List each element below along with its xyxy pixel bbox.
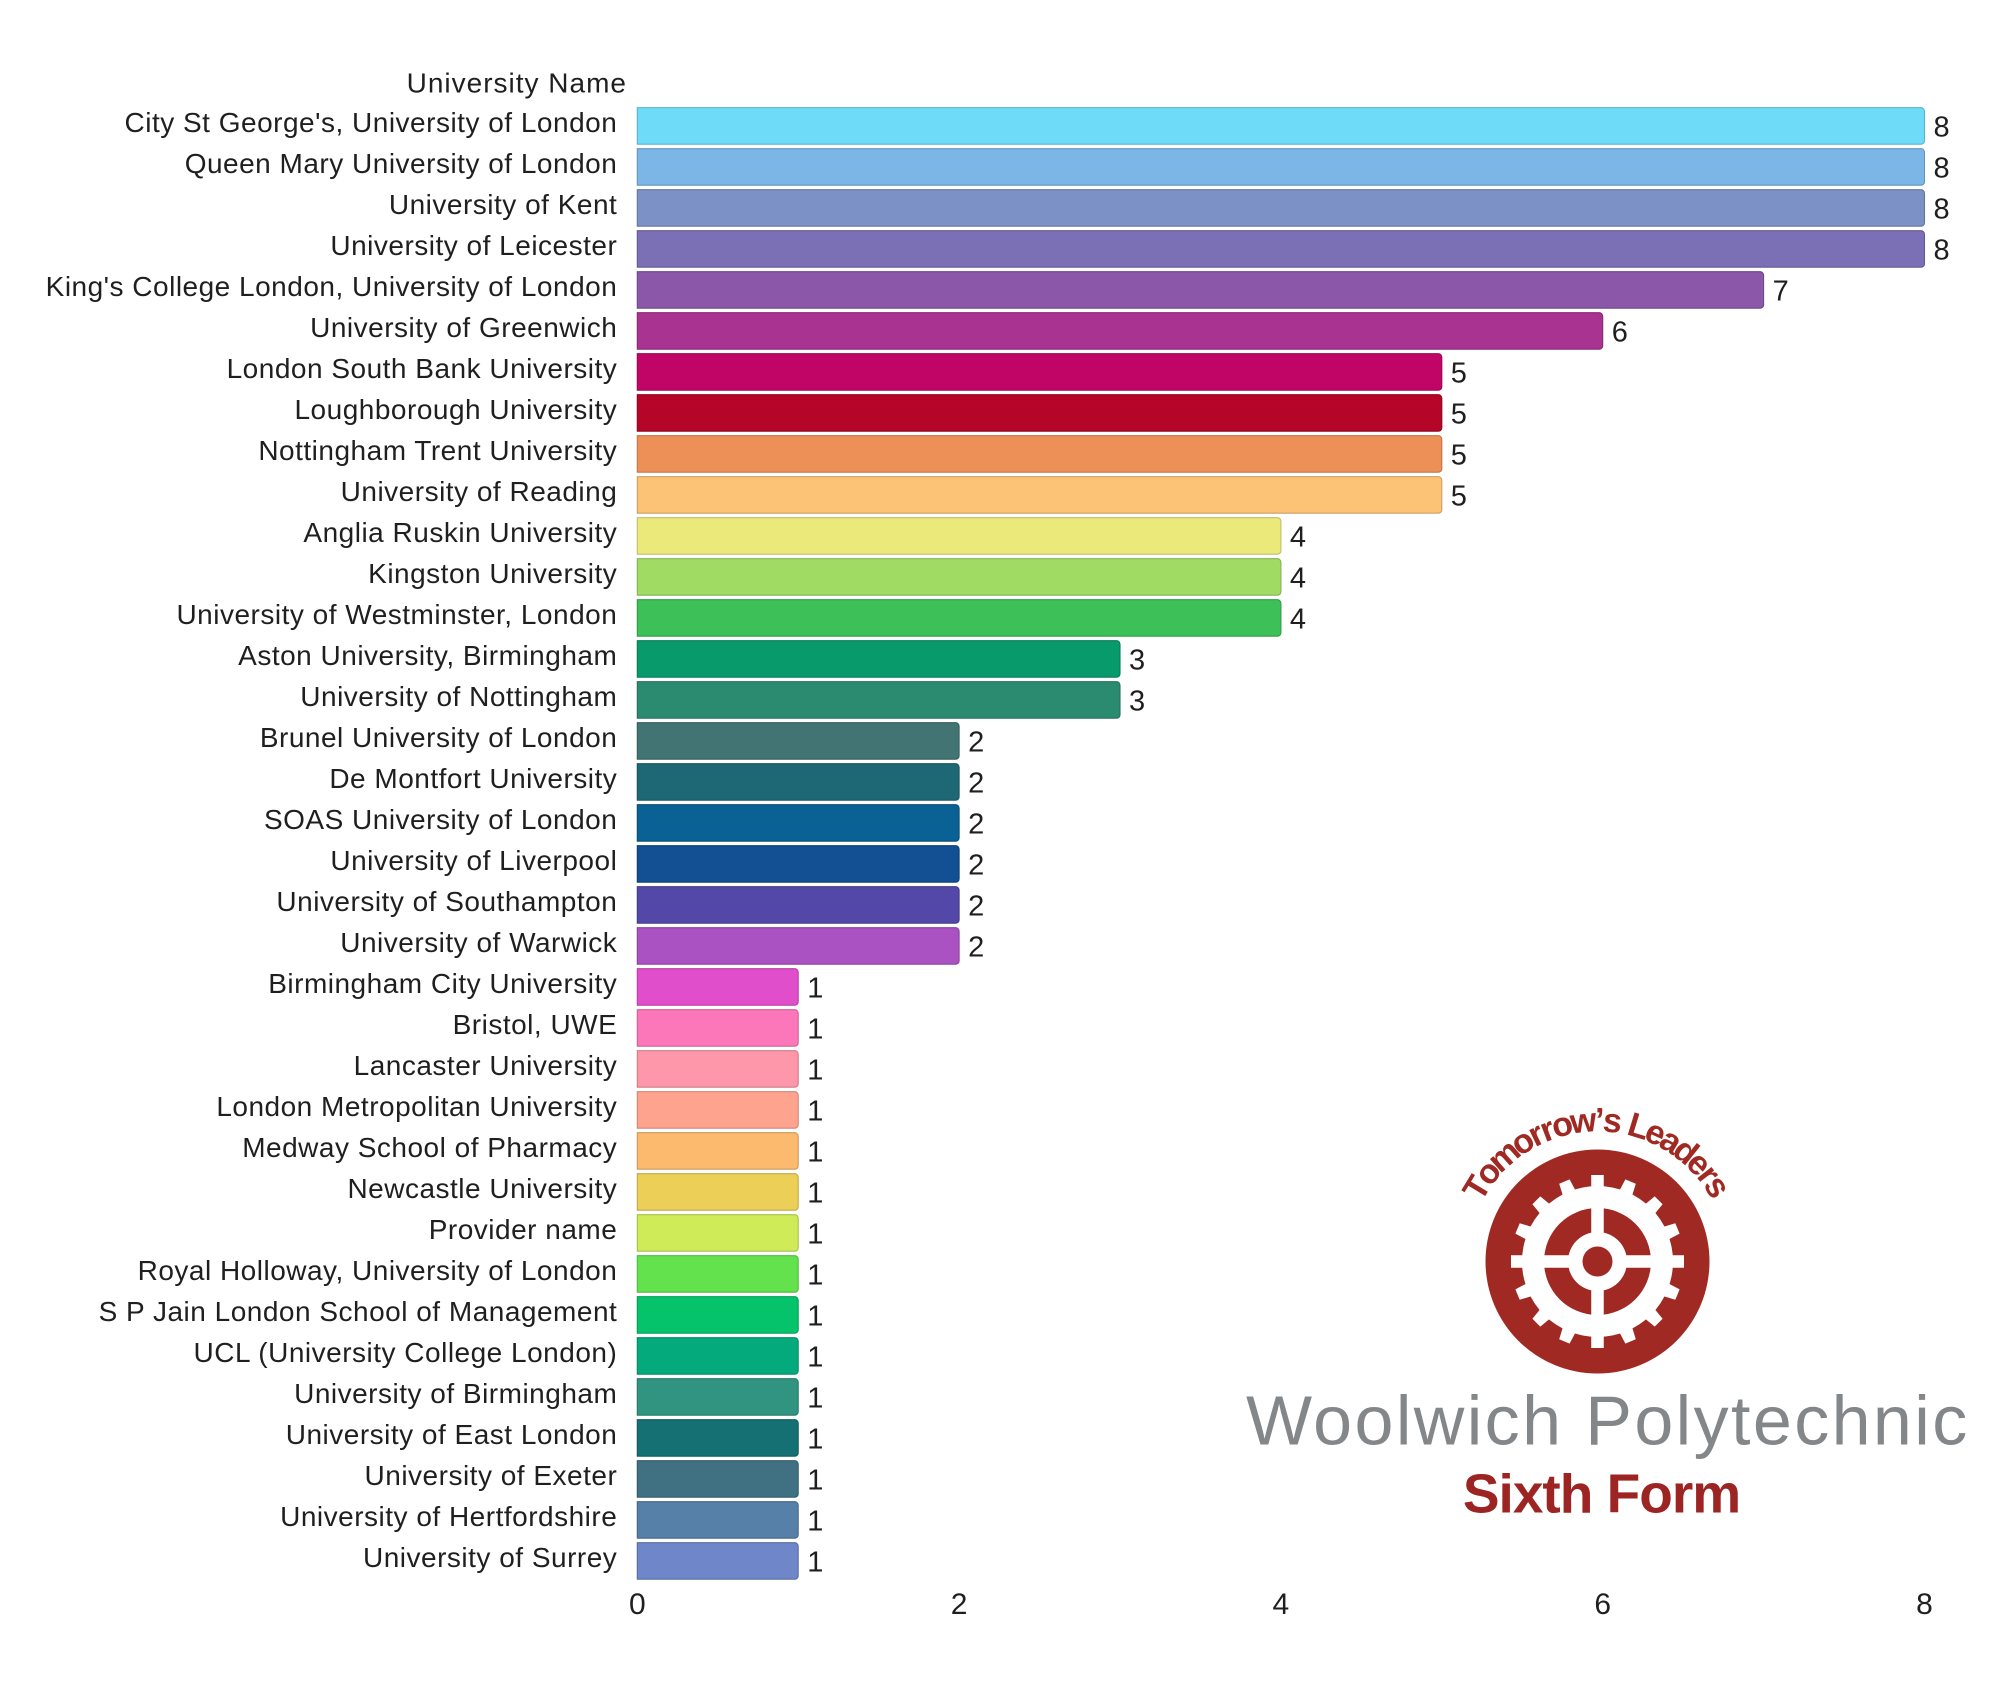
svg-text:4: 4 <box>1290 562 1306 594</box>
svg-text:1: 1 <box>807 1259 823 1291</box>
svg-text:1: 1 <box>807 1341 823 1373</box>
svg-text:University of Kent: University of Kent <box>389 189 617 220</box>
svg-text:UCL (University College London: UCL (University College London) <box>194 1337 618 1368</box>
svg-text:2: 2 <box>968 849 984 881</box>
svg-text:0: 0 <box>629 1588 646 1621</box>
svg-text:2: 2 <box>951 1588 968 1621</box>
svg-text:Nottingham Trent University: Nottingham Trent University <box>258 435 617 466</box>
svg-text:1: 1 <box>807 1505 823 1537</box>
svg-text:6: 6 <box>1612 316 1628 348</box>
svg-text:3: 3 <box>1129 685 1145 717</box>
svg-text:4: 4 <box>1273 1588 1290 1621</box>
svg-text:1: 1 <box>807 1382 823 1414</box>
svg-text:Lancaster University: Lancaster University <box>354 1050 618 1081</box>
svg-text:Woolwich Polytechnic: Woolwich Polytechnic <box>1246 1382 1970 1460</box>
svg-text:Anglia Ruskin University: Anglia Ruskin University <box>303 517 617 548</box>
svg-text:1: 1 <box>807 1423 823 1455</box>
svg-text:4: 4 <box>1290 603 1306 635</box>
svg-text:University of Birmingham: University of Birmingham <box>294 1378 617 1409</box>
svg-text:Birmingham City University: Birmingham City University <box>268 968 617 999</box>
svg-text:4: 4 <box>1290 521 1306 553</box>
svg-text:s: s <box>1601 1101 1624 1141</box>
svg-text:1: 1 <box>807 1013 823 1045</box>
svg-text:2: 2 <box>968 726 984 758</box>
svg-text:5: 5 <box>1451 357 1467 389</box>
svg-text:S P Jain London School of Mana: S P Jain London School of Management <box>99 1296 618 1327</box>
svg-text:City St George's, University o: City St George's, University of London <box>125 107 618 138</box>
svg-text:University of Leicester: University of Leicester <box>330 230 617 261</box>
svg-text:University of Hertfordshire: University of Hertfordshire <box>280 1501 617 1532</box>
svg-text:SOAS University of London: SOAS University of London <box>264 804 617 835</box>
svg-text:London South Bank University: London South Bank University <box>227 353 618 384</box>
svg-text:7: 7 <box>1773 275 1789 307</box>
svg-text:University of East London: University of East London <box>286 1419 618 1450</box>
svg-text:University Name: University Name <box>407 68 627 99</box>
svg-text:London Metropolitan University: London Metropolitan University <box>216 1091 617 1122</box>
svg-text:Brunel University of London: Brunel University of London <box>260 722 617 753</box>
svg-text:2: 2 <box>968 767 984 799</box>
svg-text:Medway School of Pharmacy: Medway School of Pharmacy <box>242 1132 617 1163</box>
svg-text:University of Nottingham: University of Nottingham <box>300 681 617 712</box>
svg-text:University of Reading: University of Reading <box>341 476 618 507</box>
svg-text:University of Exeter: University of Exeter <box>365 1460 618 1491</box>
svg-text:1: 1 <box>807 1177 823 1209</box>
svg-text:6: 6 <box>1594 1588 1611 1621</box>
svg-text:3: 3 <box>1129 644 1145 676</box>
svg-text:8: 8 <box>1934 193 1950 225</box>
svg-text:8: 8 <box>1934 234 1950 266</box>
svg-text:1: 1 <box>807 1218 823 1250</box>
svg-text:Bristol, UWE: Bristol, UWE <box>453 1009 618 1040</box>
svg-text:University of Southampton: University of Southampton <box>276 886 617 917</box>
svg-text:Kingston University: Kingston University <box>368 558 617 589</box>
svg-text:De Montfort University: De Montfort University <box>329 763 617 794</box>
svg-text:Loughborough University: Loughborough University <box>294 394 617 425</box>
svg-text:Queen Mary University of Londo: Queen Mary University of London <box>185 148 618 179</box>
svg-text:’: ’ <box>1595 1101 1605 1139</box>
svg-text:University of Surrey: University of Surrey <box>363 1542 617 1573</box>
svg-text:University of Warwick: University of Warwick <box>340 927 618 958</box>
svg-text:Provider name: Provider name <box>429 1214 618 1245</box>
svg-text:5: 5 <box>1451 398 1467 430</box>
svg-text:University of Westminster, Lon: University of Westminster, London <box>176 599 617 630</box>
svg-text:Royal Holloway, University of: Royal Holloway, University of London <box>138 1255 618 1286</box>
svg-text:1: 1 <box>807 972 823 1004</box>
svg-text:Sixth Form: Sixth Form <box>1463 1463 1740 1525</box>
svg-text:King's College London, Univers: King's College London, University of Lon… <box>46 271 618 302</box>
svg-text:University of Greenwich: University of Greenwich <box>310 312 617 343</box>
svg-text:University of Liverpool: University of Liverpool <box>330 845 617 876</box>
svg-text:1: 1 <box>807 1136 823 1168</box>
svg-text:8: 8 <box>1934 111 1950 143</box>
svg-text:1: 1 <box>807 1054 823 1086</box>
svg-text:2: 2 <box>968 931 984 963</box>
svg-text:5: 5 <box>1451 480 1467 512</box>
svg-text:2: 2 <box>968 890 984 922</box>
svg-text:1: 1 <box>807 1300 823 1332</box>
svg-text:w: w <box>1567 1101 1599 1142</box>
svg-text:5: 5 <box>1451 439 1467 471</box>
svg-text:2: 2 <box>968 808 984 840</box>
svg-text:1: 1 <box>807 1546 823 1578</box>
svg-text:8: 8 <box>1934 152 1950 184</box>
svg-text:Aston University, Birmingham: Aston University, Birmingham <box>238 640 617 671</box>
svg-text:Newcastle University: Newcastle University <box>347 1173 617 1204</box>
svg-text:8: 8 <box>1916 1588 1933 1621</box>
svg-text:1: 1 <box>807 1095 823 1127</box>
svg-text:1: 1 <box>807 1464 823 1496</box>
